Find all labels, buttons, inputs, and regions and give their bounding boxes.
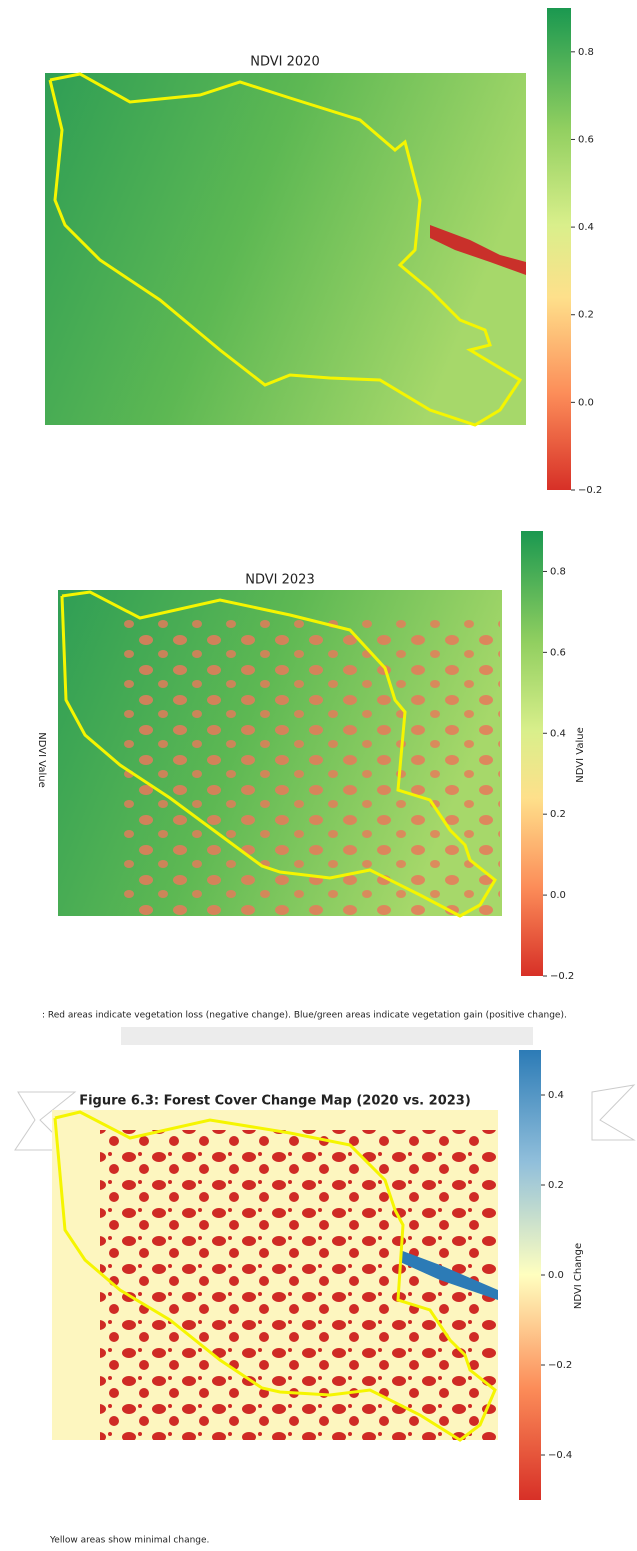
scan-artifact	[592, 1085, 634, 1140]
colorbar-tick-label: −0.2	[550, 971, 574, 982]
colorbar-tick-label: 0.8	[550, 566, 566, 577]
colorbar-label: NDVI Value	[575, 727, 586, 782]
colorbar-tick-label: 0.0	[550, 890, 566, 901]
caption: Yellow areas show minimal change.	[49, 1536, 209, 1546]
colorbar-tick-label: 0.4	[550, 728, 566, 739]
colorbar-tick-label: 0.0	[548, 1270, 564, 1281]
figure-title: NDVI 2020	[250, 55, 319, 70]
clipped-axis-label: NDVI Value	[36, 732, 47, 787]
colorbar-tick-label: 0.4	[578, 222, 594, 233]
colorbar-tick-label: −0.4	[548, 1450, 572, 1461]
colorbar	[521, 531, 543, 976]
colorbar-tick-label: 0.2	[550, 809, 566, 820]
colorbar-tick-label: −0.2	[548, 1360, 572, 1371]
colorbar	[547, 8, 571, 490]
map-overlay	[120, 620, 500, 916]
caption: : Red areas indicate vegetation loss (ne…	[42, 1011, 567, 1021]
colorbar-tick-label: 0.6	[550, 647, 566, 658]
colorbar-tick-label: 0.2	[548, 1180, 564, 1191]
colorbar-label: NDVI Change	[573, 1243, 584, 1309]
colorbar-tick-label: 0.8	[578, 47, 594, 58]
colorbar	[519, 1050, 541, 1500]
colorbar-tick-label: −0.2	[578, 485, 602, 496]
scan-artifact	[121, 1027, 533, 1045]
colorbar-tick-label: 0.4	[548, 1090, 564, 1101]
colorbar-tick-label: 0.6	[578, 134, 594, 145]
colorbar-tick-label: 0.2	[578, 310, 594, 321]
colorbar-tick-label: 0.0	[578, 397, 594, 408]
figure-title: Figure 6.3: Forest Cover Change Map (202…	[79, 1094, 471, 1109]
page: NDVI 2020 NDVI 2023 NDVI Value NDVI Valu…	[0, 0, 637, 1551]
figure-title: NDVI 2023	[245, 573, 314, 588]
